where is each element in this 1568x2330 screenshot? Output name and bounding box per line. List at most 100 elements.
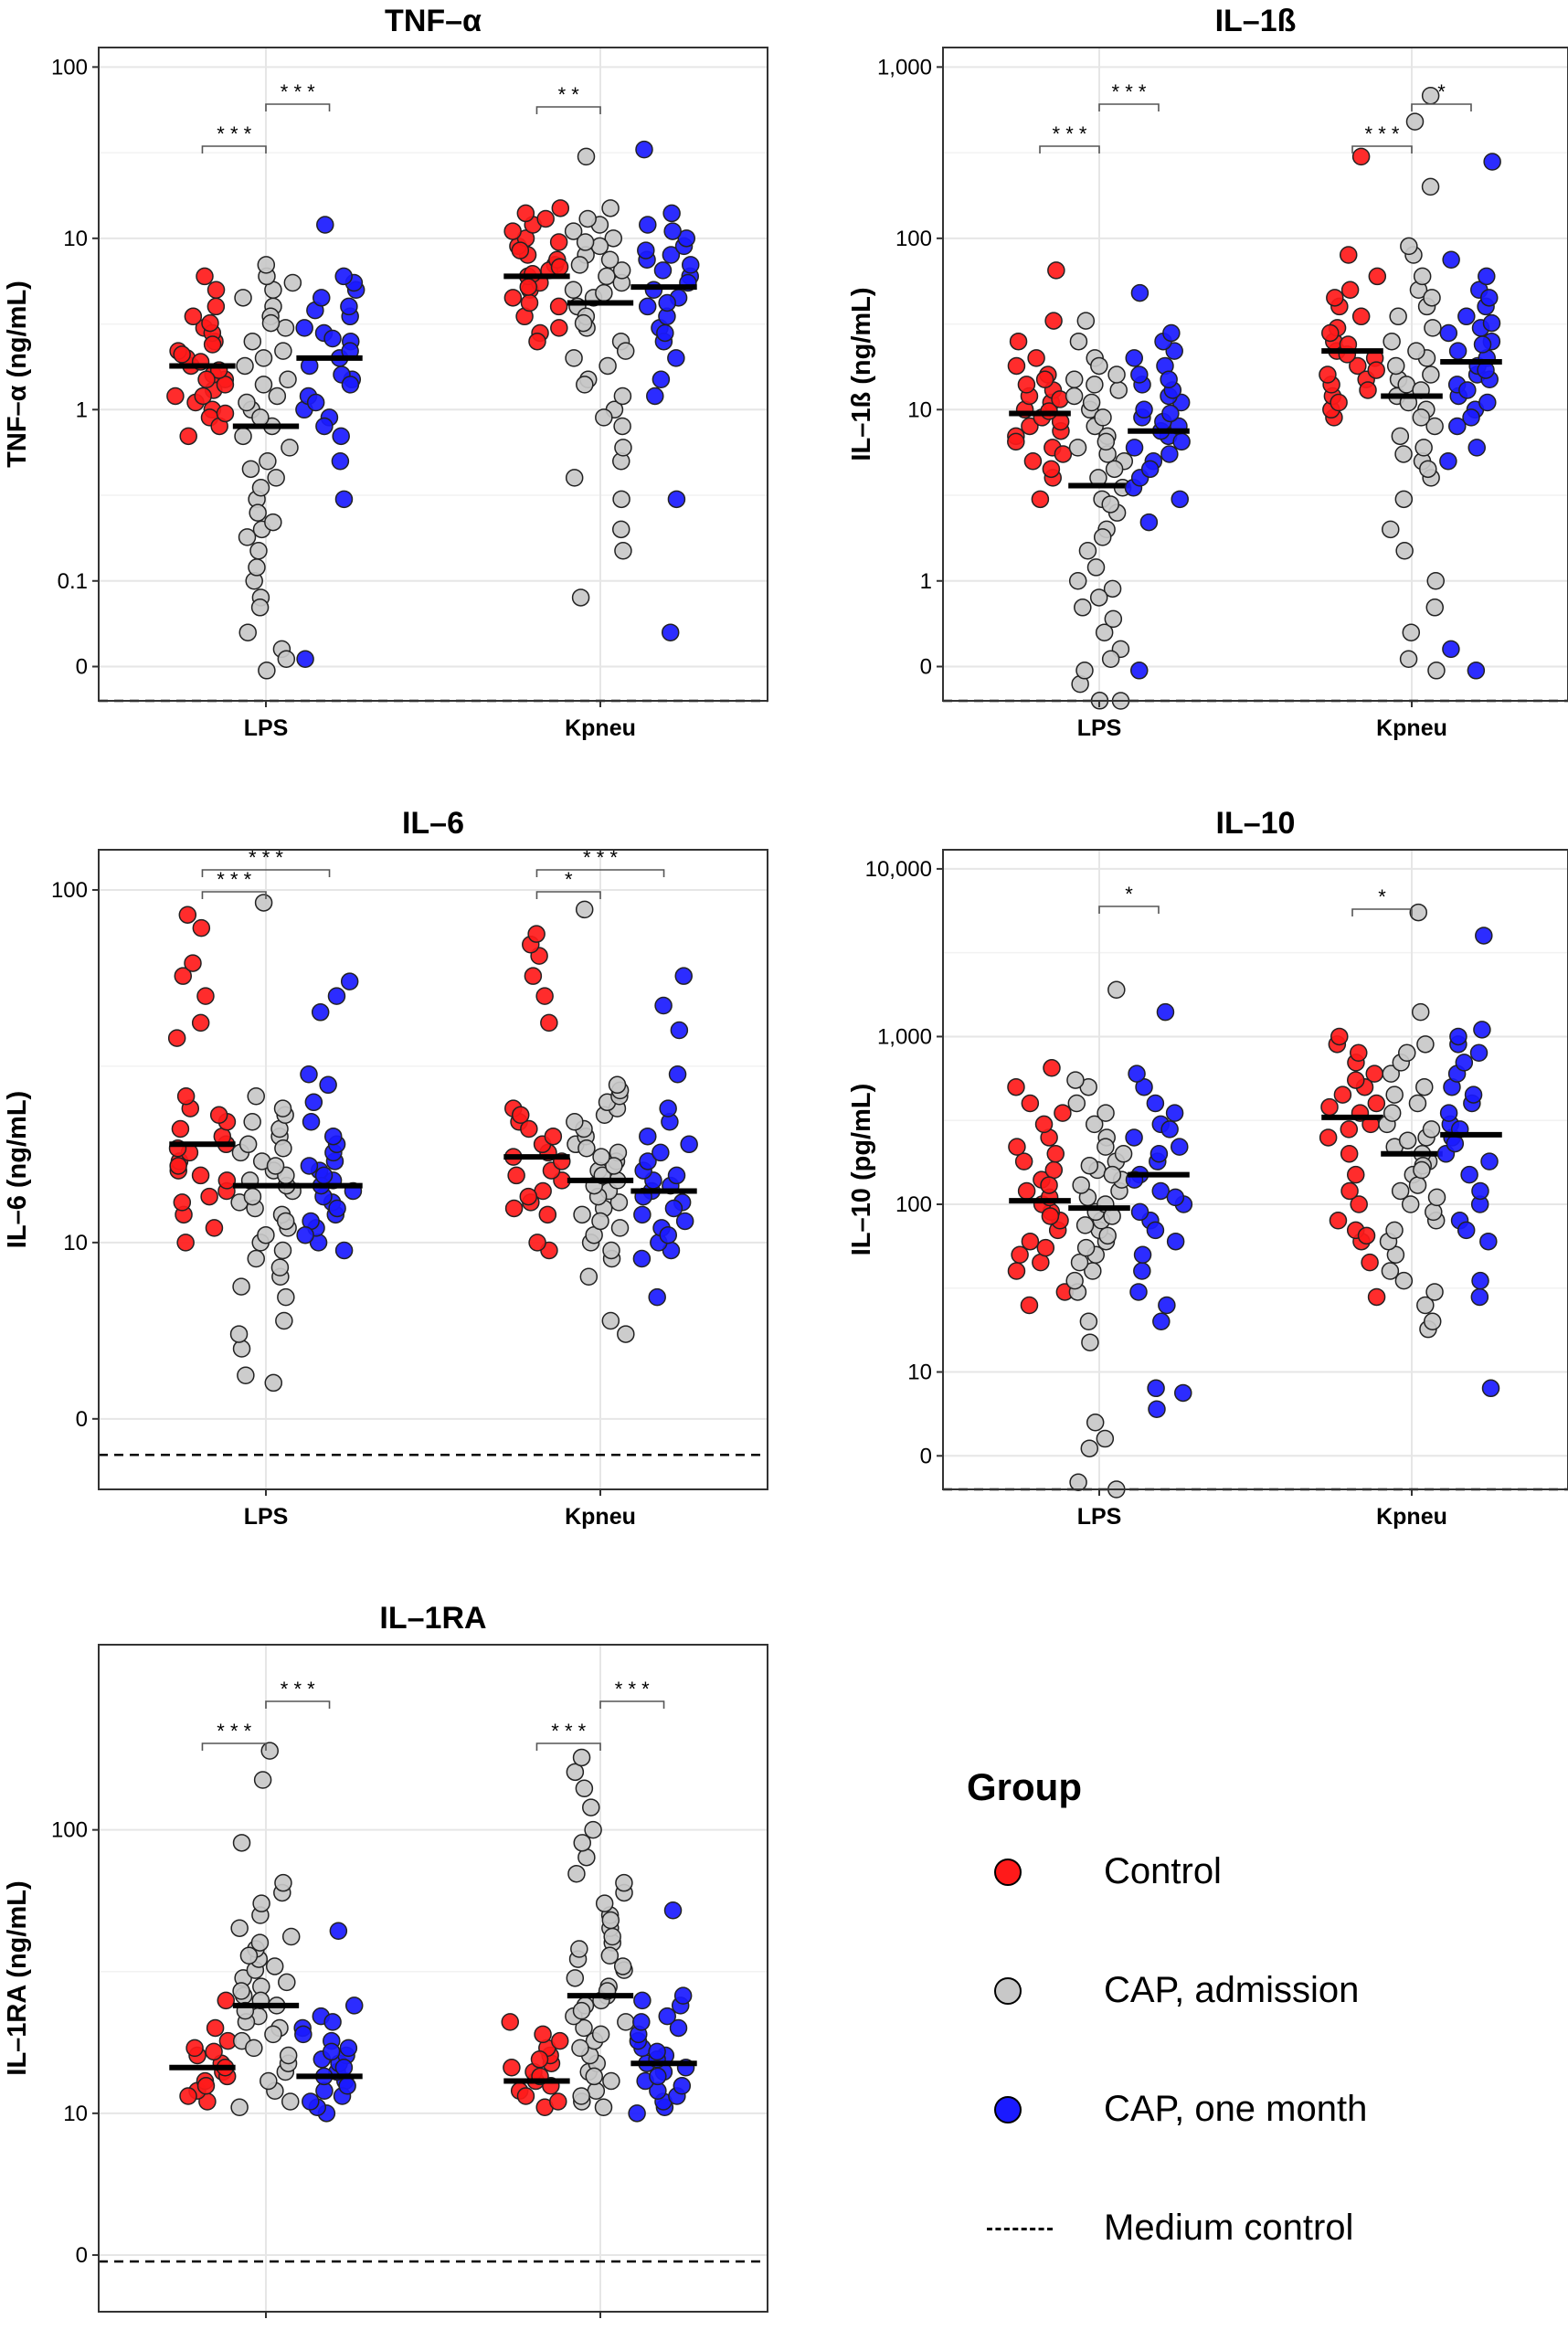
- data-point: [191, 1013, 210, 1033]
- data-point: [1069, 332, 1088, 351]
- data-point: [658, 293, 676, 312]
- data-point: [1382, 520, 1400, 539]
- data-point: [669, 2018, 688, 2038]
- significance-label: * * *: [281, 1678, 315, 1700]
- data-point: [302, 2092, 320, 2111]
- data-point: [243, 1187, 262, 1206]
- y-axis-label: IL–6 (ng/mL): [3, 1091, 32, 1248]
- data-point: [614, 542, 632, 560]
- data-point: [197, 370, 216, 389]
- data-point: [332, 427, 350, 446]
- data-point: [338, 2077, 356, 2095]
- data-point: [266, 1157, 285, 1175]
- data-point: [334, 490, 354, 509]
- chart-panel-4: * * 0 10 100 1,000 10,000 LPS Kpneu IL–10 IL–10 (p…: [847, 806, 1568, 1530]
- data-point: [571, 588, 590, 607]
- data-point: [319, 1075, 337, 1095]
- data-point: [230, 2098, 249, 2117]
- data-point: [1171, 490, 1189, 509]
- data-point: [1125, 1128, 1143, 1147]
- data-point: [1413, 1160, 1431, 1180]
- data-point: [1065, 370, 1084, 389]
- data-point: [565, 349, 583, 367]
- data-point: [1140, 460, 1160, 479]
- data-point: [238, 393, 256, 412]
- data-point: [1097, 1138, 1115, 1156]
- data-point: [1416, 1296, 1435, 1315]
- data-point: [331, 451, 350, 471]
- data-point: [1399, 650, 1418, 668]
- data-point: [201, 313, 219, 333]
- data-point: [1114, 1144, 1133, 1163]
- data-point: [1383, 332, 1401, 351]
- significance-label: * * *: [1365, 122, 1400, 145]
- data-point: [1401, 1195, 1420, 1213]
- data-point: [648, 2042, 666, 2061]
- data-point: [1464, 1086, 1483, 1104]
- chart-panel-1: * * * * * * * * 0 0.1 1 10 100 LPS Kpneu TNF–α TNF–…: [3, 4, 768, 741]
- significance-label: *: [1378, 885, 1386, 908]
- data-point: [1027, 349, 1045, 367]
- data-point: [322, 2042, 341, 2061]
- data-point: [1034, 1115, 1054, 1134]
- data-point: [570, 1940, 588, 1958]
- y-tick-label: 10: [907, 1361, 932, 1385]
- y-tick-label: 100: [51, 878, 88, 903]
- y-tick-label: 100: [51, 1818, 88, 1843]
- data-point: [1068, 439, 1087, 457]
- data-point: [205, 2042, 223, 2061]
- data-point: [652, 1143, 670, 1162]
- control-point-icon: [994, 1859, 1022, 1886]
- data-point: [169, 1157, 187, 1175]
- data-point: [1412, 408, 1431, 427]
- data-point: [1094, 408, 1112, 427]
- data-point: [243, 332, 262, 351]
- data-point: [673, 1986, 693, 2005]
- data-point: [1065, 1271, 1084, 1290]
- data-point: [1329, 1212, 1348, 1230]
- data-point: [327, 987, 346, 1005]
- chart-panel-2: * * * * * * * * * * 0 1 10 100 1,000 LPS Kpneu IL–1…: [847, 4, 1568, 741]
- data-point: [662, 204, 681, 223]
- data-point: [1011, 1245, 1029, 1264]
- data-point: [1425, 1202, 1443, 1222]
- data-point: [1082, 393, 1101, 412]
- significance-bracket: [1039, 145, 1100, 154]
- data-point: [1411, 1002, 1430, 1022]
- data-point: [595, 283, 613, 302]
- data-point: [1421, 87, 1440, 105]
- data-point: [1361, 1253, 1379, 1272]
- data-point: [257, 1225, 275, 1244]
- significance-bracket: [535, 869, 665, 877]
- y-tick-label: 10,000: [865, 857, 932, 882]
- data-point: [673, 2077, 692, 2095]
- data-point: [1054, 1104, 1072, 1122]
- data-point: [294, 2025, 313, 2044]
- data-point: [1097, 432, 1116, 451]
- data-point: [1098, 1226, 1117, 1245]
- significance-label: * *: [558, 83, 580, 106]
- data-point: [604, 229, 623, 248]
- data-point: [1017, 1181, 1036, 1201]
- data-point: [1350, 1043, 1368, 1062]
- data-point: [1480, 1152, 1499, 1170]
- data-point: [1130, 1202, 1150, 1222]
- data-point: [1072, 1176, 1090, 1194]
- data-point: [1422, 365, 1440, 384]
- data-point: [1076, 312, 1096, 330]
- data-point: [1346, 1165, 1365, 1184]
- y-tick-label: 0: [76, 655, 88, 680]
- data-point: [1470, 1287, 1489, 1307]
- data-point: [1097, 1104, 1115, 1122]
- data-point: [230, 1919, 249, 1937]
- data-point: [234, 427, 252, 446]
- data-point: [550, 258, 569, 276]
- data-point: [166, 387, 185, 406]
- legend-title: Group: [967, 1765, 1082, 1808]
- data-point: [1158, 1296, 1176, 1315]
- data-point: [661, 623, 680, 641]
- data-point: [544, 1127, 563, 1146]
- data-point: [1067, 1094, 1086, 1113]
- data-point: [648, 1287, 666, 1307]
